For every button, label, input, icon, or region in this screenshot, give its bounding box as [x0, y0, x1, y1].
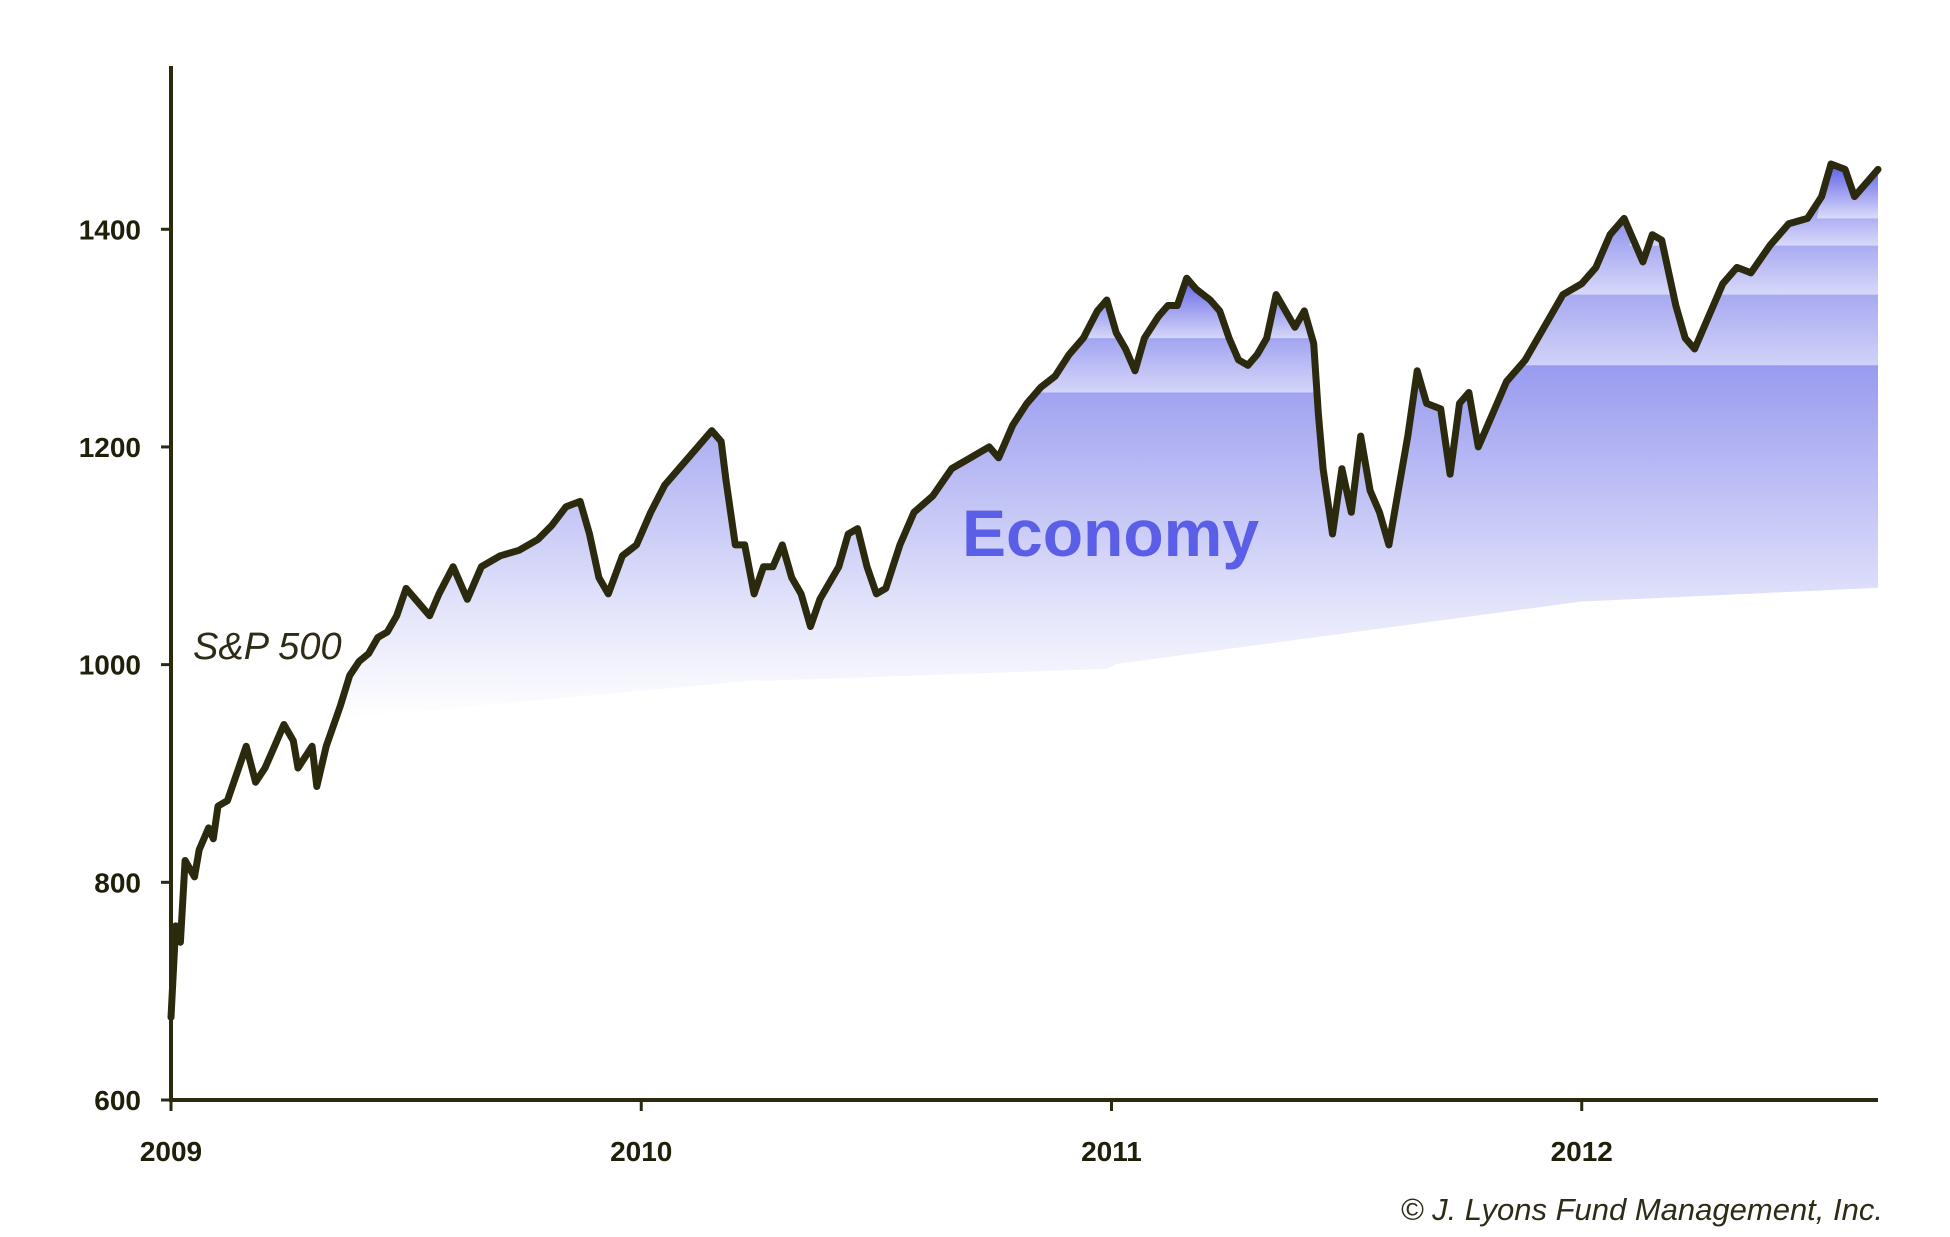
economy-band: [1525, 164, 1878, 366]
y-tick-label: 800: [94, 867, 141, 898]
y-tick-label: 600: [94, 1085, 141, 1116]
copyright-credit: © J. Lyons Fund Management, Inc.: [1401, 1192, 1883, 1227]
y-ticks: 600 800 1000 1200 1400: [79, 214, 171, 1116]
economy-band: [1816, 164, 1878, 219]
region-label-economy: Economy: [962, 496, 1259, 570]
series-layer: [167, 160, 1882, 1021]
economy-area: [340, 164, 1878, 719]
y-tick-label: 1200: [79, 432, 141, 463]
x-tick-label: 2011: [1081, 1136, 1142, 1167]
y-tick-label: 1000: [79, 650, 141, 681]
series-label-sp500: S&P 500: [193, 626, 342, 668]
series-line-sp500: [167, 160, 1882, 1021]
x-ticks: 2009 2010 2011 2012: [140, 1100, 1613, 1167]
x-tick-label: 2012: [1551, 1136, 1613, 1167]
economy-band: [1628, 164, 1878, 246]
economy-band: [1088, 278, 1314, 339]
x-tick-label: 2009: [140, 1136, 202, 1167]
plot-area: [167, 160, 1882, 1021]
axes: 600 800 1000 1200 1400 2009 2010 2011 2012: [79, 66, 1878, 1167]
x-tick-label: 2010: [610, 1136, 672, 1167]
y-tick-label: 1400: [79, 214, 141, 245]
